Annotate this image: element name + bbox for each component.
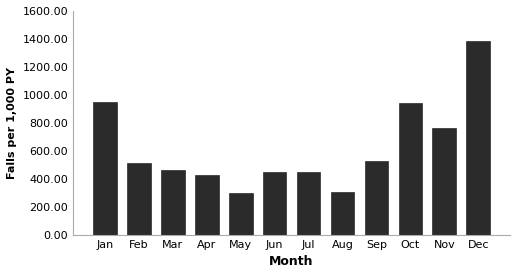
Bar [331,192,354,235]
X-axis label: Month: Month [269,255,314,268]
Bar [127,163,150,235]
Bar [364,161,388,235]
Bar [297,172,321,235]
Bar [433,128,456,235]
Bar [399,103,422,235]
Bar [93,102,117,235]
Bar [195,175,219,235]
Bar [263,172,286,235]
Y-axis label: Falls per 1,000 PY: Falls per 1,000 PY [7,67,17,179]
Bar [229,193,252,235]
Bar [161,170,185,235]
Bar [466,41,490,235]
